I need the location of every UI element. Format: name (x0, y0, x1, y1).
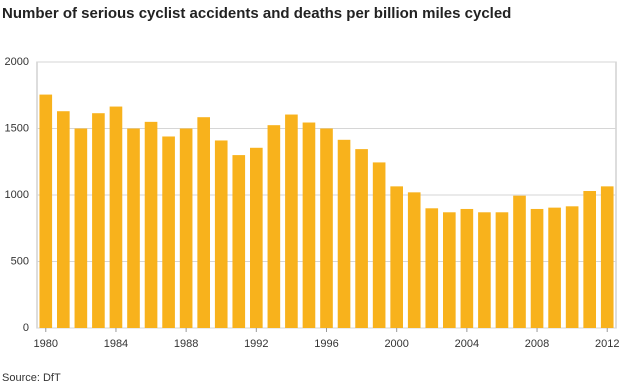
x-tick-label: 2004 (455, 338, 479, 350)
bar (530, 208, 544, 328)
x-tick-label: 1992 (244, 338, 268, 350)
bar (355, 149, 368, 328)
bar (460, 208, 474, 328)
bar (214, 140, 228, 328)
bar (144, 121, 158, 328)
bar (109, 106, 123, 329)
bar (232, 155, 246, 328)
source-note: Source: DfT (2, 372, 61, 384)
y-tick-label: 1000 (5, 189, 29, 201)
bar (39, 94, 53, 329)
bar (127, 128, 140, 328)
x-tick-label: 1988 (174, 338, 198, 350)
bar (513, 195, 526, 328)
bar (267, 125, 281, 328)
y-tick-label: 500 (11, 255, 29, 267)
bar (162, 136, 175, 328)
bar (372, 162, 386, 328)
bar (179, 128, 193, 328)
bar (390, 186, 403, 328)
bar (57, 111, 70, 329)
bar (92, 113, 105, 328)
bar (565, 206, 579, 328)
x-tick-label: 2000 (384, 338, 408, 350)
bar (250, 147, 263, 328)
x-tick-label: 1996 (314, 338, 338, 350)
x-tick-label: 2008 (525, 338, 549, 350)
bar (407, 192, 421, 328)
bar (600, 186, 614, 328)
chart-title: Number of serious cyclist accidents and … (2, 5, 511, 22)
bar (74, 128, 88, 328)
bar (197, 117, 210, 328)
bar (495, 212, 509, 328)
y-tick-label: 1500 (5, 122, 29, 134)
y-tick-label: 2000 (5, 56, 29, 68)
bar (548, 207, 561, 328)
bar (478, 212, 491, 328)
x-tick-label: 1980 (34, 338, 58, 350)
bar (337, 139, 351, 328)
bar (443, 212, 456, 328)
x-tick-label: 1984 (104, 338, 128, 350)
bar (302, 122, 316, 328)
bar (425, 208, 439, 328)
bar (285, 114, 298, 328)
x-tick-label: 2012 (595, 338, 619, 350)
bar (320, 128, 333, 328)
y-tick-label: 0 (23, 322, 29, 334)
bar (583, 191, 596, 328)
